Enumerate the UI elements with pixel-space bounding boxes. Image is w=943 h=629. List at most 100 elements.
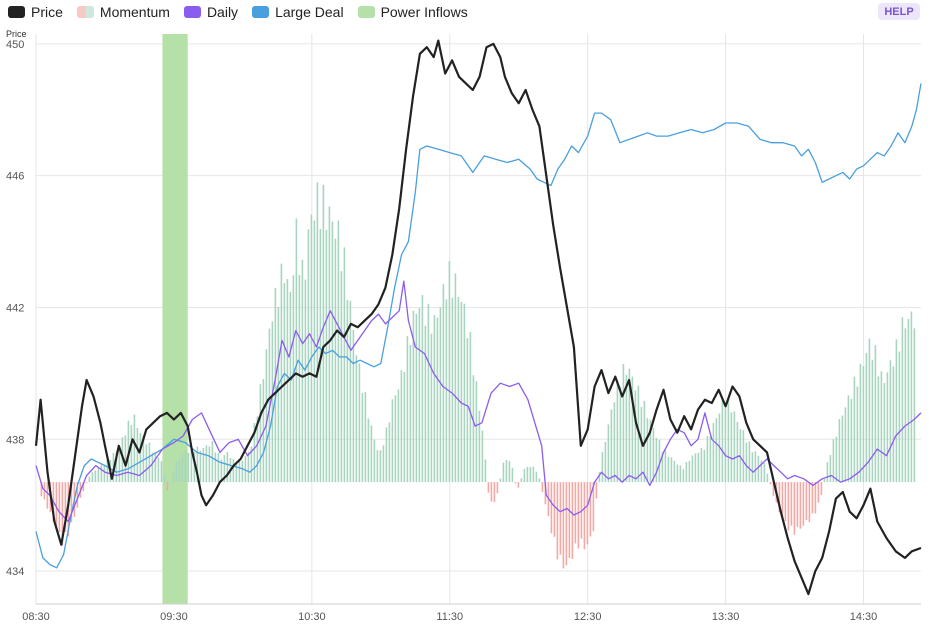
momentum-bar xyxy=(631,376,634,483)
momentum-bar xyxy=(247,451,250,483)
momentum-bar xyxy=(115,451,118,483)
momentum-bar xyxy=(850,398,853,483)
momentum-bar xyxy=(214,452,217,483)
legend-item-price[interactable]: Price xyxy=(8,4,63,20)
momentum-bar xyxy=(778,482,781,513)
momentum-bar xyxy=(745,442,748,483)
momentum-bar xyxy=(94,470,97,483)
legend-item-large-deal[interactable]: Large Deal xyxy=(252,4,344,20)
legend-item-power-inflows[interactable]: Power Inflows xyxy=(357,4,468,20)
momentum-bar xyxy=(667,456,670,483)
momentum-bar xyxy=(565,482,568,566)
momentum-bar xyxy=(688,460,691,483)
momentum-bar xyxy=(385,427,388,483)
momentum-bar xyxy=(181,454,184,483)
momentum-bar xyxy=(163,475,166,483)
momentum-bar xyxy=(820,482,823,495)
momentum-bar xyxy=(829,455,832,483)
momentum-bar xyxy=(331,221,334,483)
momentum-bar xyxy=(220,459,223,483)
momentum-bar xyxy=(334,238,337,483)
momentum-bar xyxy=(901,317,904,483)
momentum-bar xyxy=(235,463,238,483)
momentum-bar xyxy=(478,410,481,483)
momentum-bar xyxy=(325,229,328,483)
momentum-bar xyxy=(40,482,43,497)
momentum-bar xyxy=(436,317,439,483)
momentum-bar xyxy=(223,455,226,483)
momentum-bar xyxy=(733,411,736,483)
momentum-bar xyxy=(694,453,697,483)
momentum-bar xyxy=(370,425,373,483)
momentum-bar xyxy=(280,263,283,483)
momentum-bar xyxy=(376,450,379,483)
momentum-bar xyxy=(298,275,301,483)
momentum-bar xyxy=(184,450,187,483)
momentum-bar xyxy=(652,427,655,483)
momentum-bar xyxy=(64,482,67,532)
power-inflow-band xyxy=(162,34,188,604)
momentum-bar xyxy=(313,220,316,483)
momentum-bar xyxy=(493,482,496,503)
momentum-bar xyxy=(85,482,88,484)
momentum-bar xyxy=(541,482,544,492)
momentum-bar xyxy=(802,482,805,526)
chart-legend: Price Momentum Daily Large Deal Power Inflow… xyxy=(8,2,482,22)
momentum-bar xyxy=(382,445,385,483)
momentum-bar xyxy=(793,482,796,535)
momentum-bar xyxy=(610,409,613,483)
momentum-bar xyxy=(388,422,391,483)
momentum-bar xyxy=(208,446,211,483)
x-tick-label: 13:30 xyxy=(712,611,740,623)
momentum-bar xyxy=(361,393,364,483)
momentum-bar xyxy=(655,437,658,483)
power-inflow-bands xyxy=(162,34,188,604)
momentum-bar xyxy=(613,402,616,483)
momentum-bar xyxy=(625,374,628,483)
momentum-bar xyxy=(259,384,262,483)
momentum-bar xyxy=(841,415,844,483)
momentum-bar xyxy=(712,423,715,483)
momentum-bar xyxy=(517,482,520,488)
momentum-bar xyxy=(55,482,58,529)
momentum-bar xyxy=(772,482,775,496)
momentum-bar xyxy=(172,471,175,483)
momentum-bar xyxy=(442,284,445,483)
momentum-bar xyxy=(118,446,121,483)
momentum-bar xyxy=(781,482,784,519)
momentum-bar xyxy=(193,452,196,483)
momentum-bar xyxy=(421,295,424,483)
momentum-bar xyxy=(529,467,532,483)
momentum-bar xyxy=(550,482,553,534)
legend-swatch-large-deal xyxy=(252,6,270,18)
momentum-bar xyxy=(427,303,430,483)
momentum-bar xyxy=(889,360,892,483)
momentum-bar xyxy=(877,376,880,483)
help-button[interactable]: HELP xyxy=(878,3,920,20)
legend-item-momentum[interactable]: Momentum xyxy=(76,4,170,20)
momentum-bar xyxy=(397,389,400,483)
momentum-bar xyxy=(595,482,598,499)
momentum-bar xyxy=(277,306,280,483)
momentum-bar xyxy=(598,472,601,483)
momentum-bar xyxy=(592,482,595,532)
momentum-bar xyxy=(538,478,541,483)
legend-item-daily[interactable]: Daily xyxy=(183,4,238,20)
momentum-bar xyxy=(514,482,517,484)
y-tick-label: 442 xyxy=(6,302,24,314)
momentum-bar xyxy=(751,452,754,483)
momentum-bar xyxy=(880,371,883,483)
legend-swatch-daily xyxy=(183,6,201,18)
momentum-bar xyxy=(523,468,526,483)
momentum-bar xyxy=(274,287,277,483)
momentum-bar xyxy=(913,328,916,483)
momentum-bar xyxy=(811,482,814,514)
series-lines xyxy=(34,39,922,596)
momentum-bar xyxy=(886,372,889,483)
momentum-bar xyxy=(271,321,274,483)
momentum-bar xyxy=(265,349,268,483)
momentum-bar xyxy=(355,355,358,483)
momentum-bar xyxy=(472,375,475,483)
momentum-bar xyxy=(433,315,436,483)
